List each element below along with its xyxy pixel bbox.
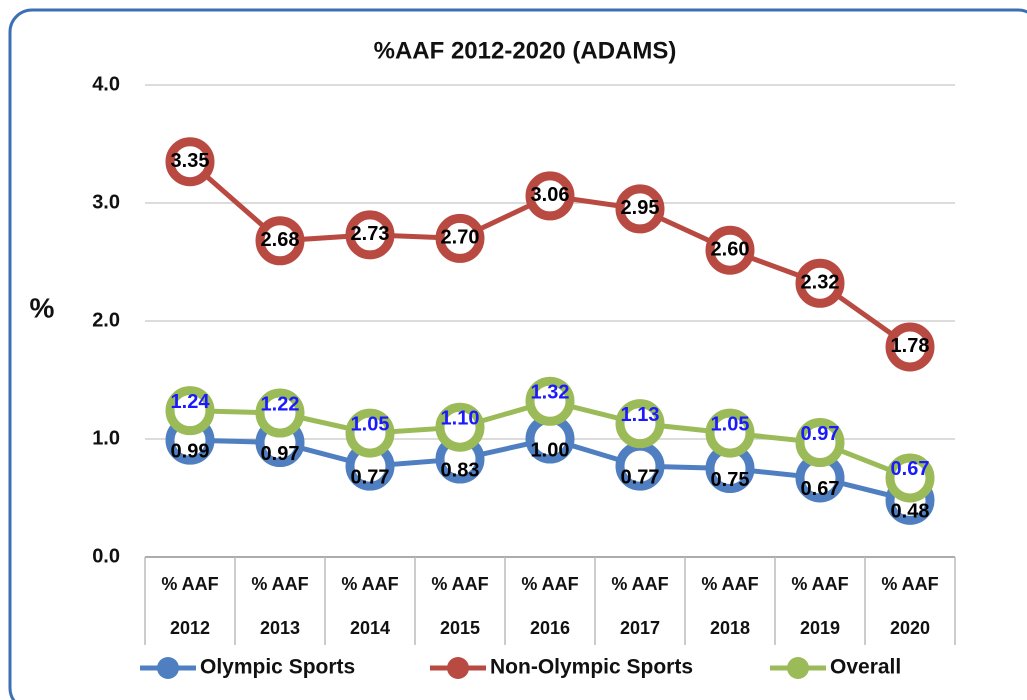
data-label: 0.77 (351, 466, 390, 488)
marker (255, 216, 305, 266)
data-label: 0.77 (621, 466, 660, 488)
data-label: 1.10 (441, 407, 480, 429)
y-tick-label: 2.0 (92, 309, 120, 331)
legend-marker (157, 657, 179, 679)
marker (435, 213, 485, 263)
marker (255, 388, 305, 438)
data-label: 0.83 (441, 459, 480, 481)
marker (705, 408, 755, 458)
y-tick-label: 1.0 (92, 427, 120, 449)
data-label: 0.97 (261, 443, 300, 465)
marker (525, 171, 575, 221)
marker (885, 322, 935, 372)
marker (165, 386, 215, 436)
chart-title: %AAF 2012-2020 (ADAMS) (374, 37, 677, 64)
x-tick-label: % AAF 2019 (791, 574, 849, 638)
legend-label: Overall (830, 656, 901, 679)
x-tick-label: % AAF 2012 (161, 574, 219, 638)
legend-label: Non-Olympic Sports (490, 656, 693, 679)
data-label: 2.73 (351, 223, 390, 245)
data-label: 0.75 (711, 469, 750, 491)
data-label: 1.78 (891, 335, 930, 357)
data-label: 3.06 (531, 184, 570, 206)
x-tick-label: % AAF 2018 (701, 574, 759, 638)
data-label: 2.70 (441, 227, 480, 249)
data-label: 2.68 (261, 229, 300, 251)
data-label: 2.95 (621, 197, 660, 219)
data-label: 1.24 (171, 391, 211, 413)
y-tick-label: 3.0 (92, 191, 120, 213)
data-label: 1.05 (711, 413, 750, 435)
marker (345, 210, 395, 260)
marker (885, 453, 935, 503)
data-label: 0.97 (801, 423, 840, 445)
x-tick-label: % AAF 2013 (251, 574, 309, 638)
legend-marker (447, 657, 469, 679)
data-label: 2.60 (711, 238, 750, 260)
data-label: 1.00 (531, 439, 570, 461)
legend-marker (787, 657, 809, 679)
data-label: 0.67 (891, 458, 930, 480)
y-axis-label: % (30, 292, 55, 323)
data-label: 0.67 (801, 478, 840, 500)
data-label: 1.22 (261, 393, 300, 415)
x-tick-label: % AAF 2015 (431, 574, 489, 638)
marker (345, 408, 395, 458)
x-tick-label: % AAF 2020 (881, 574, 939, 638)
legend-label: Olympic Sports (200, 656, 355, 679)
y-tick-label: 0.0 (92, 545, 120, 567)
data-label: 1.13 (621, 404, 660, 426)
marker (435, 402, 485, 452)
data-label: 0.48 (891, 501, 930, 523)
x-tick-label: % AAF 2014 (341, 574, 399, 638)
marker (615, 184, 665, 234)
marker (615, 399, 665, 449)
marker (705, 225, 755, 275)
x-tick-label: % AAF 2016 (521, 574, 579, 638)
data-label: 1.05 (351, 413, 390, 435)
marker (795, 418, 845, 468)
marker (165, 137, 215, 187)
data-label: 1.32 (531, 382, 570, 404)
frame (8, 8, 1027, 700)
data-label: 3.35 (171, 150, 210, 172)
marker (525, 376, 575, 426)
x-tick-label: % AAF 2017 (611, 574, 669, 638)
data-label: 2.32 (801, 272, 840, 294)
y-tick-label: 4.0 (92, 73, 120, 95)
data-label: 0.99 (171, 440, 210, 462)
marker (795, 258, 845, 308)
